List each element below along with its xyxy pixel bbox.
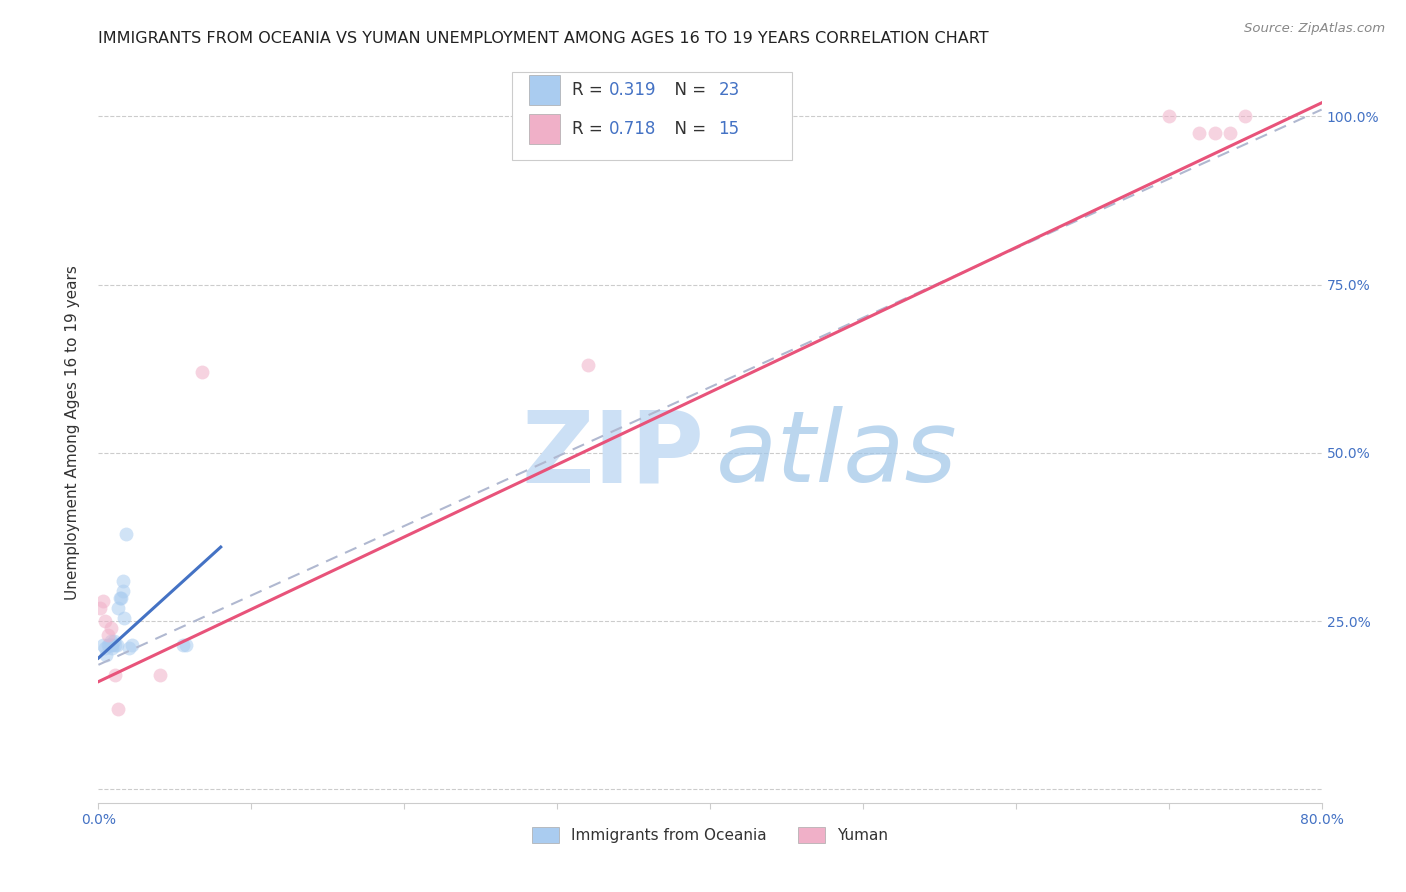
FancyBboxPatch shape bbox=[512, 72, 792, 161]
Point bbox=[101, 640, 124, 655]
Text: 0.319: 0.319 bbox=[609, 81, 657, 99]
Point bbox=[97, 638, 120, 652]
Point bbox=[104, 668, 127, 682]
Point bbox=[172, 638, 194, 652]
Point bbox=[1157, 109, 1180, 123]
Point bbox=[111, 583, 134, 598]
Text: R =: R = bbox=[572, 120, 607, 138]
Point bbox=[110, 591, 132, 605]
Point bbox=[108, 591, 131, 605]
Text: Source: ZipAtlas.com: Source: ZipAtlas.com bbox=[1244, 22, 1385, 36]
Point bbox=[149, 668, 172, 682]
Y-axis label: Unemployment Among Ages 16 to 19 years: Unemployment Among Ages 16 to 19 years bbox=[65, 265, 80, 600]
Point bbox=[112, 611, 135, 625]
Point bbox=[93, 614, 115, 628]
Point bbox=[97, 627, 120, 641]
Text: ZIP: ZIP bbox=[522, 407, 704, 503]
Point bbox=[107, 600, 129, 615]
Point bbox=[98, 638, 121, 652]
Text: R =: R = bbox=[572, 81, 607, 99]
Point bbox=[118, 640, 141, 655]
Legend: Immigrants from Oceania, Yuman: Immigrants from Oceania, Yuman bbox=[524, 820, 896, 851]
Point bbox=[100, 634, 122, 648]
Point bbox=[107, 701, 129, 715]
Text: 0.718: 0.718 bbox=[609, 120, 655, 138]
Point bbox=[103, 634, 125, 648]
Text: 23: 23 bbox=[718, 81, 740, 99]
Point bbox=[100, 638, 122, 652]
Text: 15: 15 bbox=[718, 120, 740, 138]
Point bbox=[91, 638, 114, 652]
Point bbox=[91, 594, 114, 608]
Point bbox=[121, 638, 143, 652]
Point bbox=[1234, 109, 1257, 123]
Point bbox=[174, 638, 197, 652]
Point bbox=[101, 638, 124, 652]
Point bbox=[100, 621, 122, 635]
Text: N =: N = bbox=[664, 81, 711, 99]
Text: atlas: atlas bbox=[716, 407, 957, 503]
Point bbox=[1204, 126, 1226, 140]
Point bbox=[104, 638, 127, 652]
Bar bbox=[529, 114, 560, 144]
Point bbox=[93, 640, 115, 655]
Point bbox=[1188, 126, 1211, 140]
Point bbox=[105, 638, 128, 652]
Text: N =: N = bbox=[664, 120, 711, 138]
Point bbox=[89, 600, 111, 615]
Bar bbox=[529, 75, 560, 104]
Point bbox=[1219, 126, 1241, 140]
Point bbox=[111, 574, 134, 588]
Text: IMMIGRANTS FROM OCEANIA VS YUMAN UNEMPLOYMENT AMONG AGES 16 TO 19 YEARS CORRELAT: IMMIGRANTS FROM OCEANIA VS YUMAN UNEMPLO… bbox=[98, 31, 988, 46]
Point bbox=[115, 526, 138, 541]
Point bbox=[191, 365, 214, 379]
Point bbox=[576, 359, 599, 373]
Point bbox=[94, 648, 117, 662]
